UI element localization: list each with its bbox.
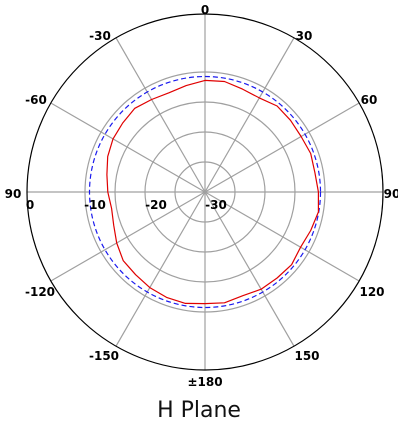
grid-spoke — [204, 37, 295, 193]
angle-label: 90 — [384, 187, 398, 201]
polar-grid — [26, 13, 384, 371]
angle-label: -120 — [25, 285, 55, 299]
angle-label: -30 — [89, 29, 111, 43]
reference-dashed-circle — [88, 75, 322, 309]
grid-ring — [144, 131, 266, 253]
grid-spoke — [204, 191, 295, 347]
angle-label: 90 — [5, 187, 22, 201]
angle-label: 120 — [359, 285, 384, 299]
plane-caption: H Plane — [157, 398, 241, 423]
polar-chart: 0 30 60 90 120 150 ±180 -150 -120 90 -60 -30 0 -10 -20… — [5, 3, 398, 389]
radial-label: -10 — [84, 198, 106, 212]
measured-pattern-line — [106, 79, 319, 305]
grid-spoke — [50, 191, 206, 282]
radial-label: 0 — [26, 198, 34, 212]
angle-label: 150 — [294, 349, 319, 363]
angle-label: ±180 — [187, 375, 222, 389]
grid-ring — [114, 101, 296, 283]
angle-label: 30 — [296, 29, 313, 43]
outer-frame — [26, 13, 384, 371]
grid-spoke — [204, 191, 360, 282]
polar-labels: 0 30 60 90 120 150 ±180 -150 -120 90 -60 -30 0 -10 -20… — [5, 3, 398, 389]
angle-label: 0 — [201, 3, 209, 17]
grid-spoke — [204, 102, 360, 193]
angle-label: 60 — [361, 93, 378, 107]
radial-label: -30 — [205, 198, 227, 212]
grid-ring — [84, 71, 326, 313]
radial-label: -20 — [145, 198, 167, 212]
grid-spoke — [115, 191, 206, 347]
polar-series — [88, 75, 322, 309]
angle-label: -150 — [89, 349, 119, 363]
angle-label: -60 — [25, 93, 47, 107]
grid-ring — [174, 161, 236, 223]
